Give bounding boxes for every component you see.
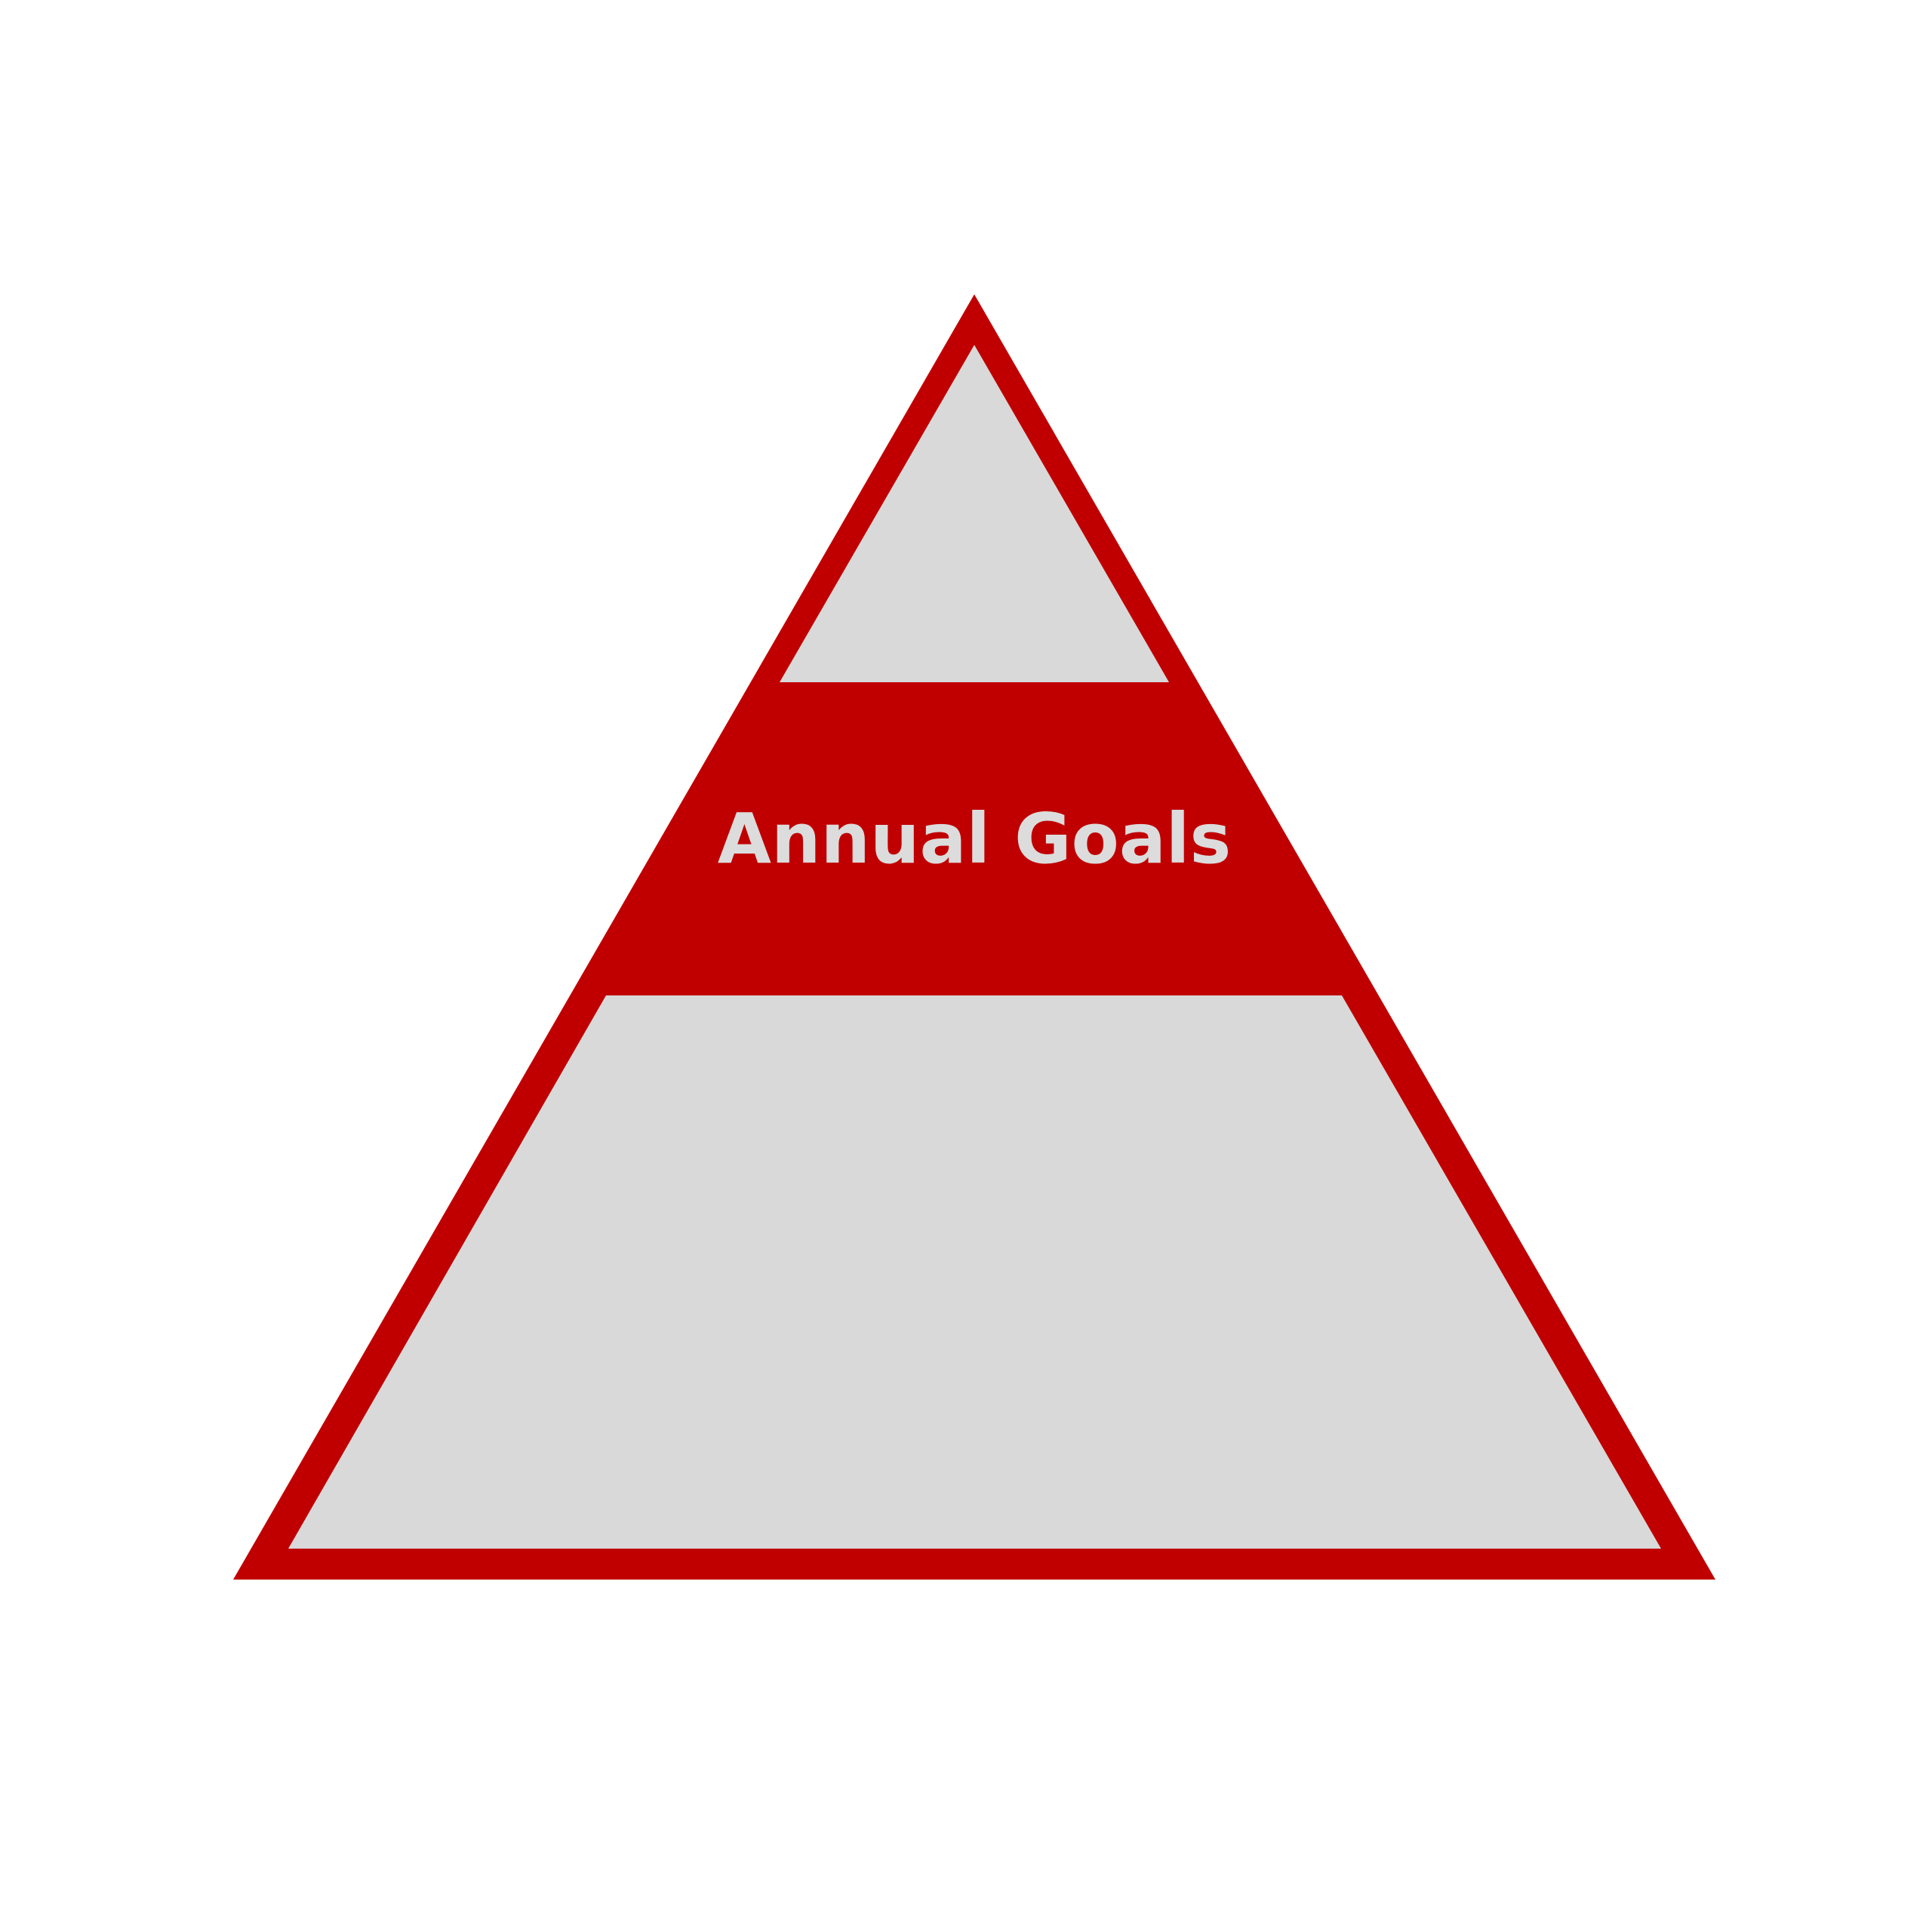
pyramid-level-middle-label: Annual Goals <box>718 798 1231 879</box>
pyramid-level-bottom <box>288 995 1661 1549</box>
pyramid-level-top <box>780 345 1169 682</box>
